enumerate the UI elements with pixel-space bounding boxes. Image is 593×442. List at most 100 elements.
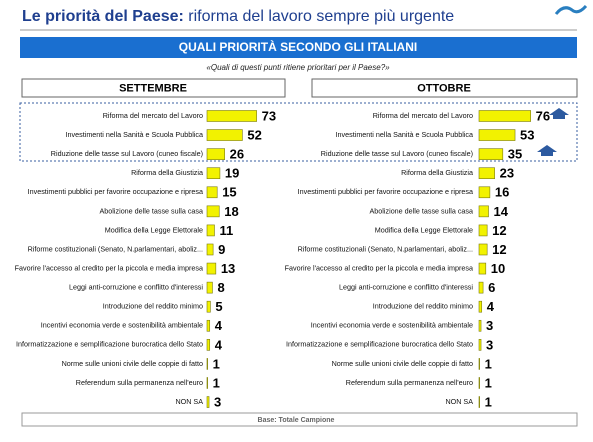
category-label: Incentivi economia verde e sostenibilità… — [311, 321, 473, 330]
category-label: Favorire l'accesso al credito per la pic… — [285, 263, 473, 272]
bar — [478, 129, 516, 141]
value-label: 16 — [495, 185, 509, 200]
value-label: 4 — [487, 299, 495, 314]
bar — [206, 339, 211, 351]
bar — [206, 243, 214, 256]
logo — [554, 4, 588, 15]
value-label: 1 — [485, 394, 492, 409]
bar — [478, 358, 480, 370]
category-label: Referendum sulla permanenza nell'euro — [346, 378, 473, 387]
value-label: 5 — [215, 299, 222, 314]
up-arrow — [547, 108, 569, 119]
value-label: 26 — [230, 147, 244, 162]
bar — [206, 396, 210, 408]
category-label: Referendum sulla permanenza nell'euro — [76, 378, 203, 387]
category-label: Investimenti nella Sanità e Scuola Pubbl… — [336, 130, 473, 139]
column-header — [21, 78, 286, 98]
category-label: Riforme costituzionali (Senato, N.parlam… — [298, 244, 473, 253]
value-label: 52 — [247, 128, 261, 143]
category-label: Riforma della Giustizia — [401, 168, 473, 177]
value-label: 3 — [486, 318, 493, 333]
value-label: 12 — [492, 242, 506, 257]
category-label: Investimenti pubblici per favorire occup… — [28, 187, 203, 196]
bar — [206, 148, 225, 160]
column-title: OTTOBRE — [417, 82, 471, 94]
bar — [206, 281, 213, 294]
category-label: Investimenti pubblici per favorire occup… — [298, 187, 473, 196]
category-label: Informatizzazione e semplificazione buro… — [286, 340, 473, 349]
value-label: 14 — [494, 204, 509, 219]
bar — [206, 300, 211, 313]
bar — [206, 167, 221, 180]
bar — [478, 396, 480, 408]
bar — [478, 262, 487, 275]
value-label: 4 — [215, 337, 223, 352]
page-title: Le priorità del Paese: riforma del lavor… — [22, 8, 454, 25]
category-label: Riforme costituzionali (Senato, N.parlam… — [28, 244, 203, 253]
value-label: 23 — [500, 166, 514, 181]
bar — [206, 319, 211, 332]
footer-box — [21, 412, 578, 427]
value-label: 9 — [218, 242, 225, 257]
bar — [206, 186, 218, 199]
category-label: Abolizione delle tasse sulla casa — [100, 206, 203, 215]
value-label: 19 — [225, 166, 239, 181]
category-label: Norme sulle unioni civile delle coppie d… — [332, 359, 473, 368]
value-label: 10 — [491, 261, 505, 276]
category-label: Investimenti nella Sanità e Scuola Pubbl… — [66, 130, 203, 139]
value-label: 13 — [221, 261, 235, 276]
bar — [478, 148, 504, 160]
category-label: Leggi anti-corruzione e conflitto d'inte… — [69, 283, 203, 292]
column-title: SETTEMBRE — [119, 82, 187, 94]
banner — [20, 37, 577, 58]
value-label: 1 — [485, 375, 492, 390]
value-label: 6 — [488, 280, 495, 295]
category-label: Introduzione del reddito minimo — [103, 302, 203, 311]
title-bold: Le priorità del Paese: — [22, 8, 184, 25]
bar — [206, 110, 257, 122]
value-label: 8 — [217, 280, 224, 295]
banner-text: QUALI PRIORITÀ SECONDO GLI ITALIANI — [179, 39, 417, 54]
category-label: Introduzione del reddito minimo — [373, 302, 473, 311]
category-label: Norme sulle unioni civile delle coppie d… — [62, 359, 203, 368]
title-rest: riforma del lavoro sempre più urgente — [184, 8, 454, 25]
value-label: 53 — [520, 128, 534, 143]
bar — [478, 110, 531, 122]
value-label: 73 — [262, 108, 276, 123]
bar — [206, 358, 208, 370]
category-label: NON SA — [445, 397, 473, 406]
value-label: 3 — [214, 394, 221, 409]
value-label: 12 — [492, 223, 506, 238]
value-label: 11 — [219, 223, 233, 238]
category-label: Modifica della Legge Elettorale — [375, 225, 473, 234]
category-label: NON SA — [175, 397, 203, 406]
question: «Quali di questi punti ritiene prioritar… — [206, 63, 390, 72]
category-label: Riduzione delle tasse sul Lavoro (cuneo … — [51, 149, 203, 158]
category-label: Modifica della Legge Elettorale — [105, 225, 203, 234]
category-label: Riduzione delle tasse sul Lavoro (cuneo … — [321, 149, 473, 158]
bar — [478, 281, 484, 294]
value-label: 4 — [215, 318, 223, 333]
bar — [478, 377, 480, 389]
category-label: Riforma del mercato del Lavoro — [103, 111, 203, 120]
category-label: Leggi anti-corruzione e conflitto d'inte… — [339, 283, 473, 292]
value-label: 1 — [485, 356, 492, 371]
bar — [478, 167, 495, 180]
bar — [206, 262, 217, 275]
bar — [478, 319, 482, 332]
bar — [478, 224, 488, 237]
category-label: Riforma della Giustizia — [131, 168, 203, 177]
up-arrow — [535, 145, 557, 156]
value-label: 76 — [536, 108, 550, 123]
category-label: Incentivi economia verde e sostenibilità… — [41, 321, 203, 330]
bar — [478, 300, 483, 313]
value-label: 1 — [213, 356, 220, 371]
bar — [478, 243, 488, 256]
bar — [478, 205, 489, 218]
highlight-box — [19, 102, 578, 162]
value-label: 35 — [508, 147, 522, 162]
category-label: Informatizzazione e semplificazione buro… — [16, 340, 203, 349]
value-label: 15 — [222, 185, 236, 200]
